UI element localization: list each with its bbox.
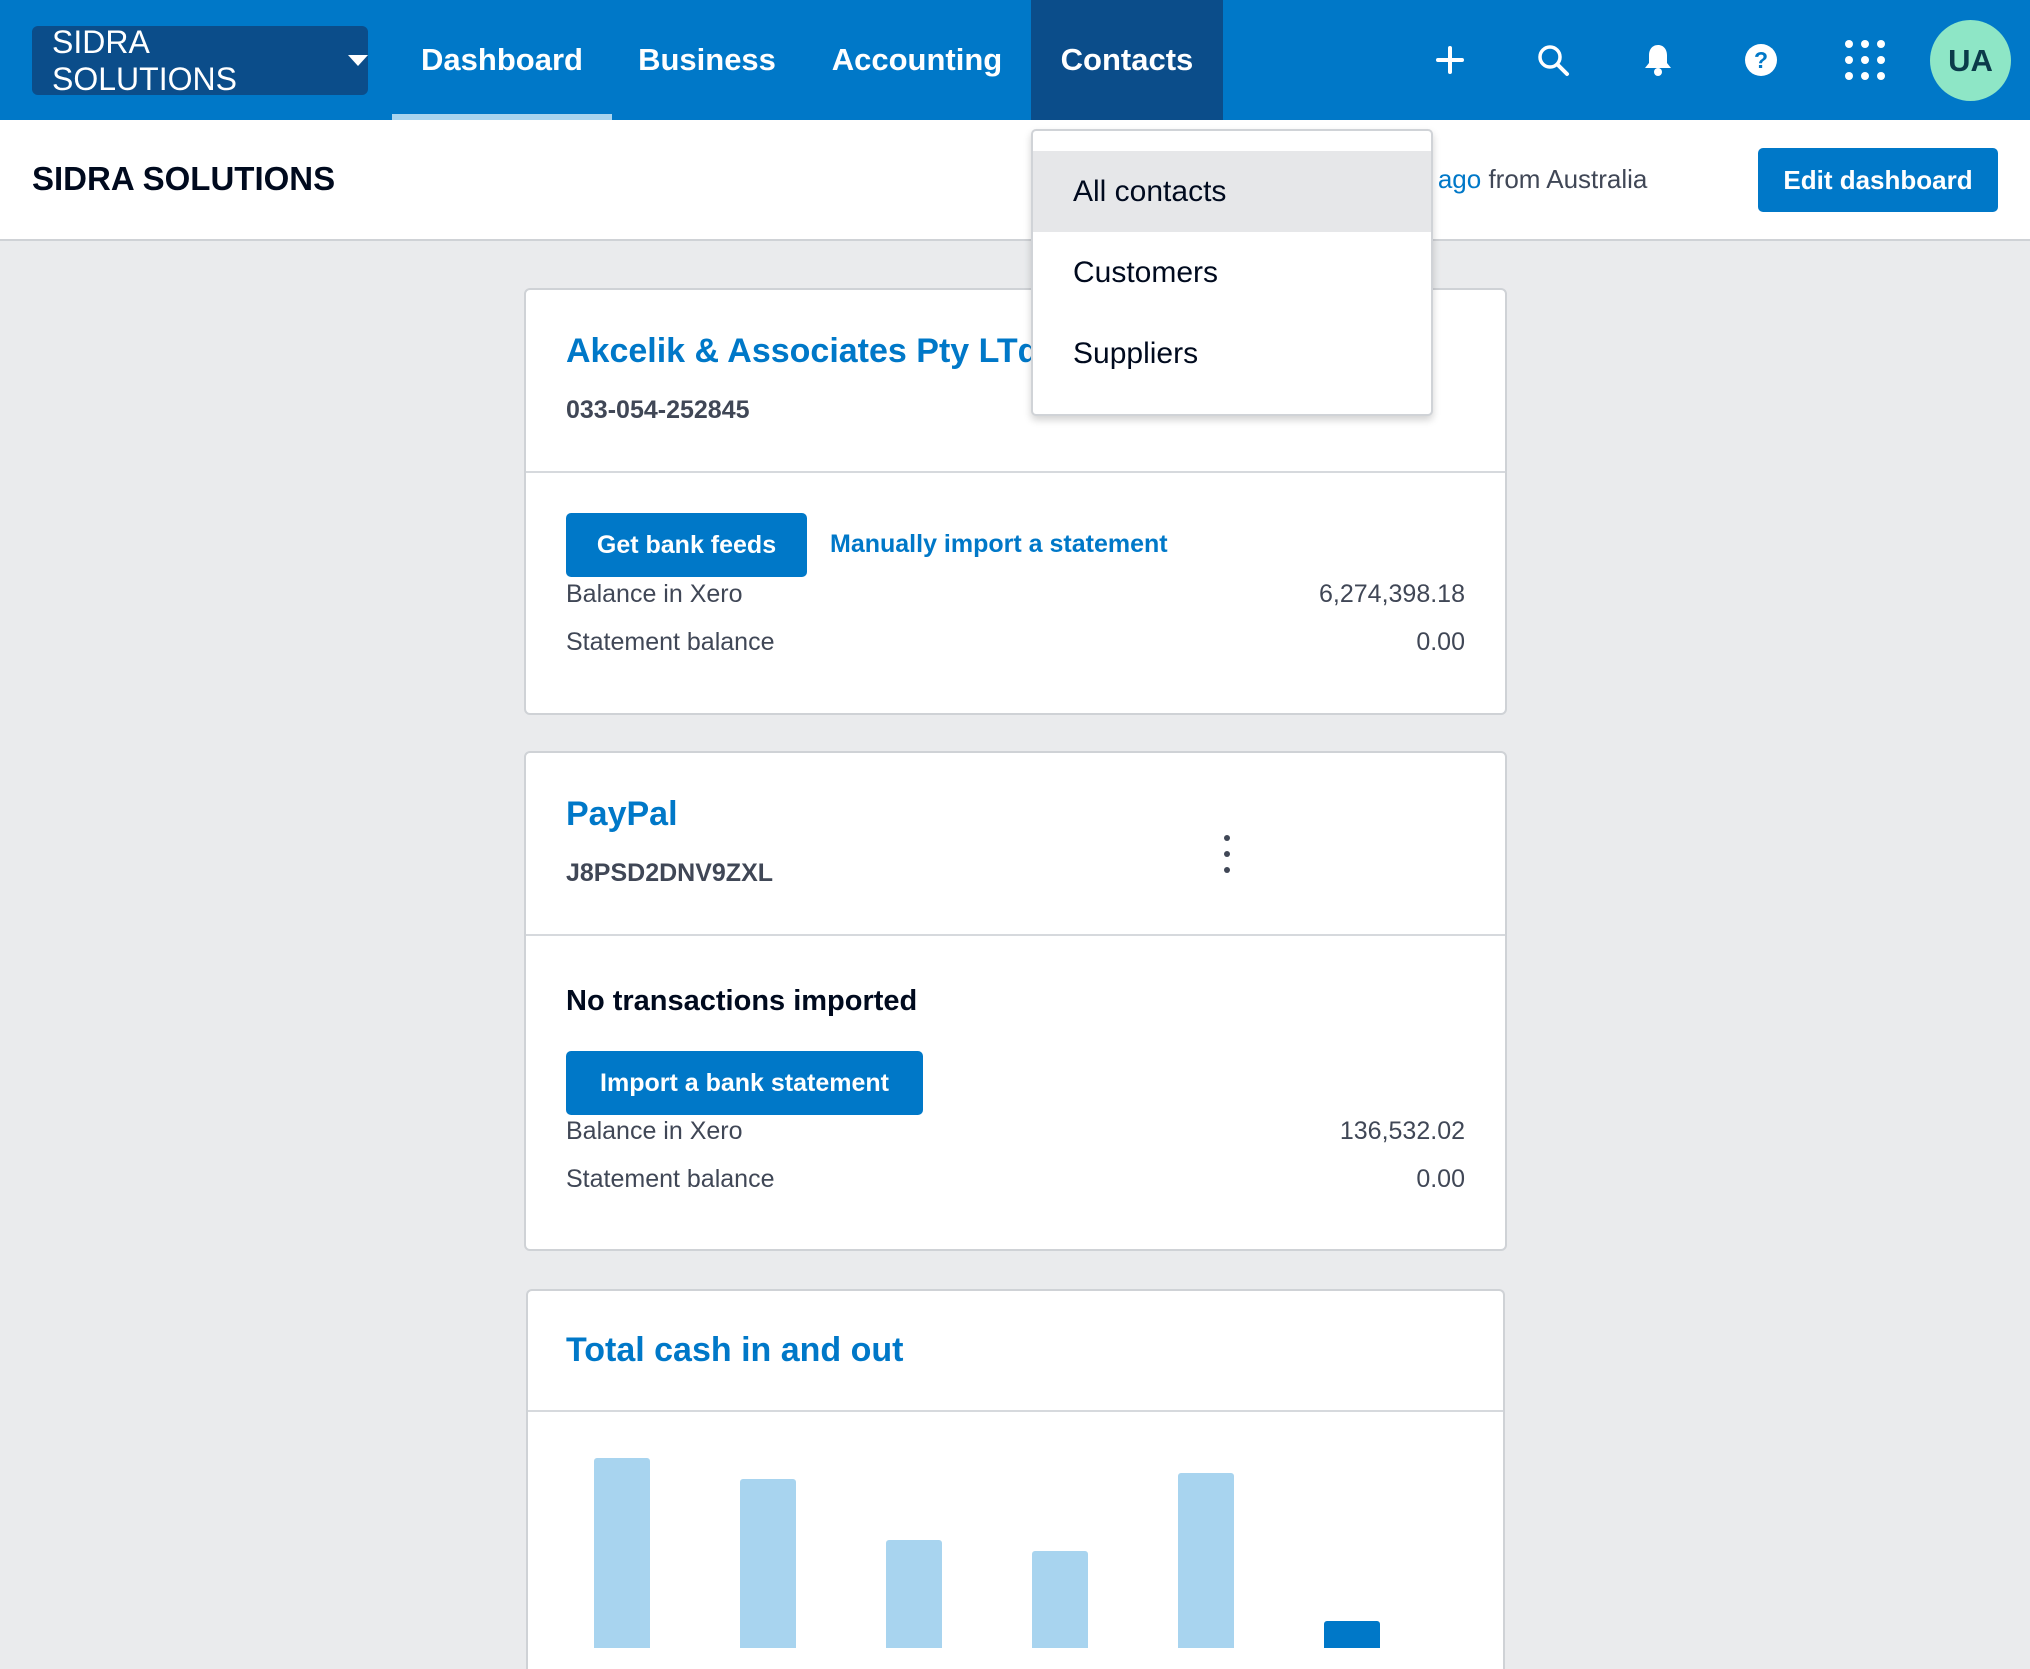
page-header: SIDRA SOLUTIONS nute ago from Australia … <box>0 120 2030 241</box>
paypal-account-card: PayPal J8PSD2DNV9ZXL No transactions imp… <box>524 751 1507 1251</box>
manual-import-link[interactable]: Manually import a statement <box>830 530 1168 558</box>
nav-business[interactable]: Business <box>626 0 788 120</box>
user-avatar[interactable]: UA <box>1930 20 2011 101</box>
cash-in-out-chart <box>528 1412 1503 1648</box>
apps-grid-icon[interactable] <box>1835 30 1895 90</box>
menu-item-suppliers[interactable]: Suppliers <box>1073 336 1199 370</box>
edit-dashboard-label: Edit dashboard <box>1783 164 1973 195</box>
chart-bar[interactable] <box>1032 1551 1088 1648</box>
import-bank-statement-button[interactable]: Import a bank statement <box>566 1051 923 1115</box>
bank-account-number: 033-054-252845 <box>566 396 750 424</box>
page-title: SIDRA SOLUTIONS <box>32 160 336 197</box>
contacts-dropdown-menu: All contacts Customers Suppliers <box>1031 129 1433 416</box>
chart-bar[interactable] <box>886 1540 942 1648</box>
balance-in-xero-value: 136,532.02 <box>1339 1117 1465 1145</box>
avatar-initials: UA <box>1948 42 1993 78</box>
card-divider <box>526 934 1505 936</box>
cash-in-out-title[interactable]: Total cash in and out <box>566 1331 904 1369</box>
nav-dashboard[interactable]: Dashboard <box>392 0 612 120</box>
import-bank-statement-label: Import a bank statement <box>600 1068 889 1097</box>
plus-icon[interactable] <box>1420 30 1480 90</box>
menu-item-all-contacts[interactable]: All contacts <box>1033 151 1431 232</box>
balance-in-xero-value: 6,274,398.18 <box>1319 580 1465 608</box>
edit-dashboard-button[interactable]: Edit dashboard <box>1758 148 1998 212</box>
nav-dashboard-label: Dashboard <box>421 42 583 77</box>
statement-balance-label: Statement balance <box>566 628 775 656</box>
card-divider <box>528 1410 1503 1412</box>
svg-text:?: ? <box>1754 47 1768 73</box>
no-transactions-heading: No transactions imported <box>566 985 918 1017</box>
chart-bar[interactable] <box>740 1479 796 1648</box>
nav-business-label: Business <box>638 42 776 77</box>
nav-accounting[interactable]: Accounting <box>808 0 1026 120</box>
nav-accounting-label: Accounting <box>831 42 1003 77</box>
bank-account-name[interactable]: Akcelik & Associates Pty LTd <box>566 332 1039 370</box>
balance-in-xero-label: Balance in Xero <box>566 1117 743 1145</box>
nav-contacts-label: Contacts <box>1060 42 1194 77</box>
balance-in-xero-label: Balance in Xero <box>566 580 743 608</box>
help-icon[interactable]: ? <box>1731 30 1791 90</box>
bell-icon[interactable] <box>1628 30 1688 90</box>
cash-in-out-card: Total cash in and out <box>526 1289 1505 1669</box>
chart-bar[interactable] <box>594 1458 650 1648</box>
chart-bar[interactable] <box>1178 1473 1234 1648</box>
paypal-account-name[interactable]: PayPal <box>566 795 678 833</box>
get-bank-feeds-label: Get bank feeds <box>596 530 777 559</box>
search-icon[interactable] <box>1523 30 1583 90</box>
get-bank-feeds-button[interactable]: Get bank feeds <box>566 513 807 577</box>
statement-balance-label: Statement balance <box>566 1165 775 1193</box>
more-options-icon[interactable] <box>1212 829 1242 879</box>
menu-item-customers[interactable]: Customers <box>1073 255 1219 289</box>
paypal-account-number: J8PSD2DNV9ZXL <box>566 859 774 887</box>
top-navigation-bar: SIDRA SOLUTIONS Dashboard Business Accou… <box>0 0 2030 120</box>
nav-contacts[interactable]: Contacts <box>1031 0 1223 120</box>
org-switcher-button[interactable]: SIDRA SOLUTIONS <box>32 23 368 97</box>
org-switcher-label: SIDRA SOLUTIONS <box>52 23 237 97</box>
last-login-location: from Australia <box>1481 164 1648 194</box>
caret-down-icon <box>348 55 368 66</box>
card-divider <box>526 471 1505 473</box>
statement-balance-value: 0.00 <box>1416 1165 1465 1193</box>
chart-bar[interactable] <box>1324 1621 1380 1648</box>
statement-balance-value: 0.00 <box>1416 628 1465 656</box>
